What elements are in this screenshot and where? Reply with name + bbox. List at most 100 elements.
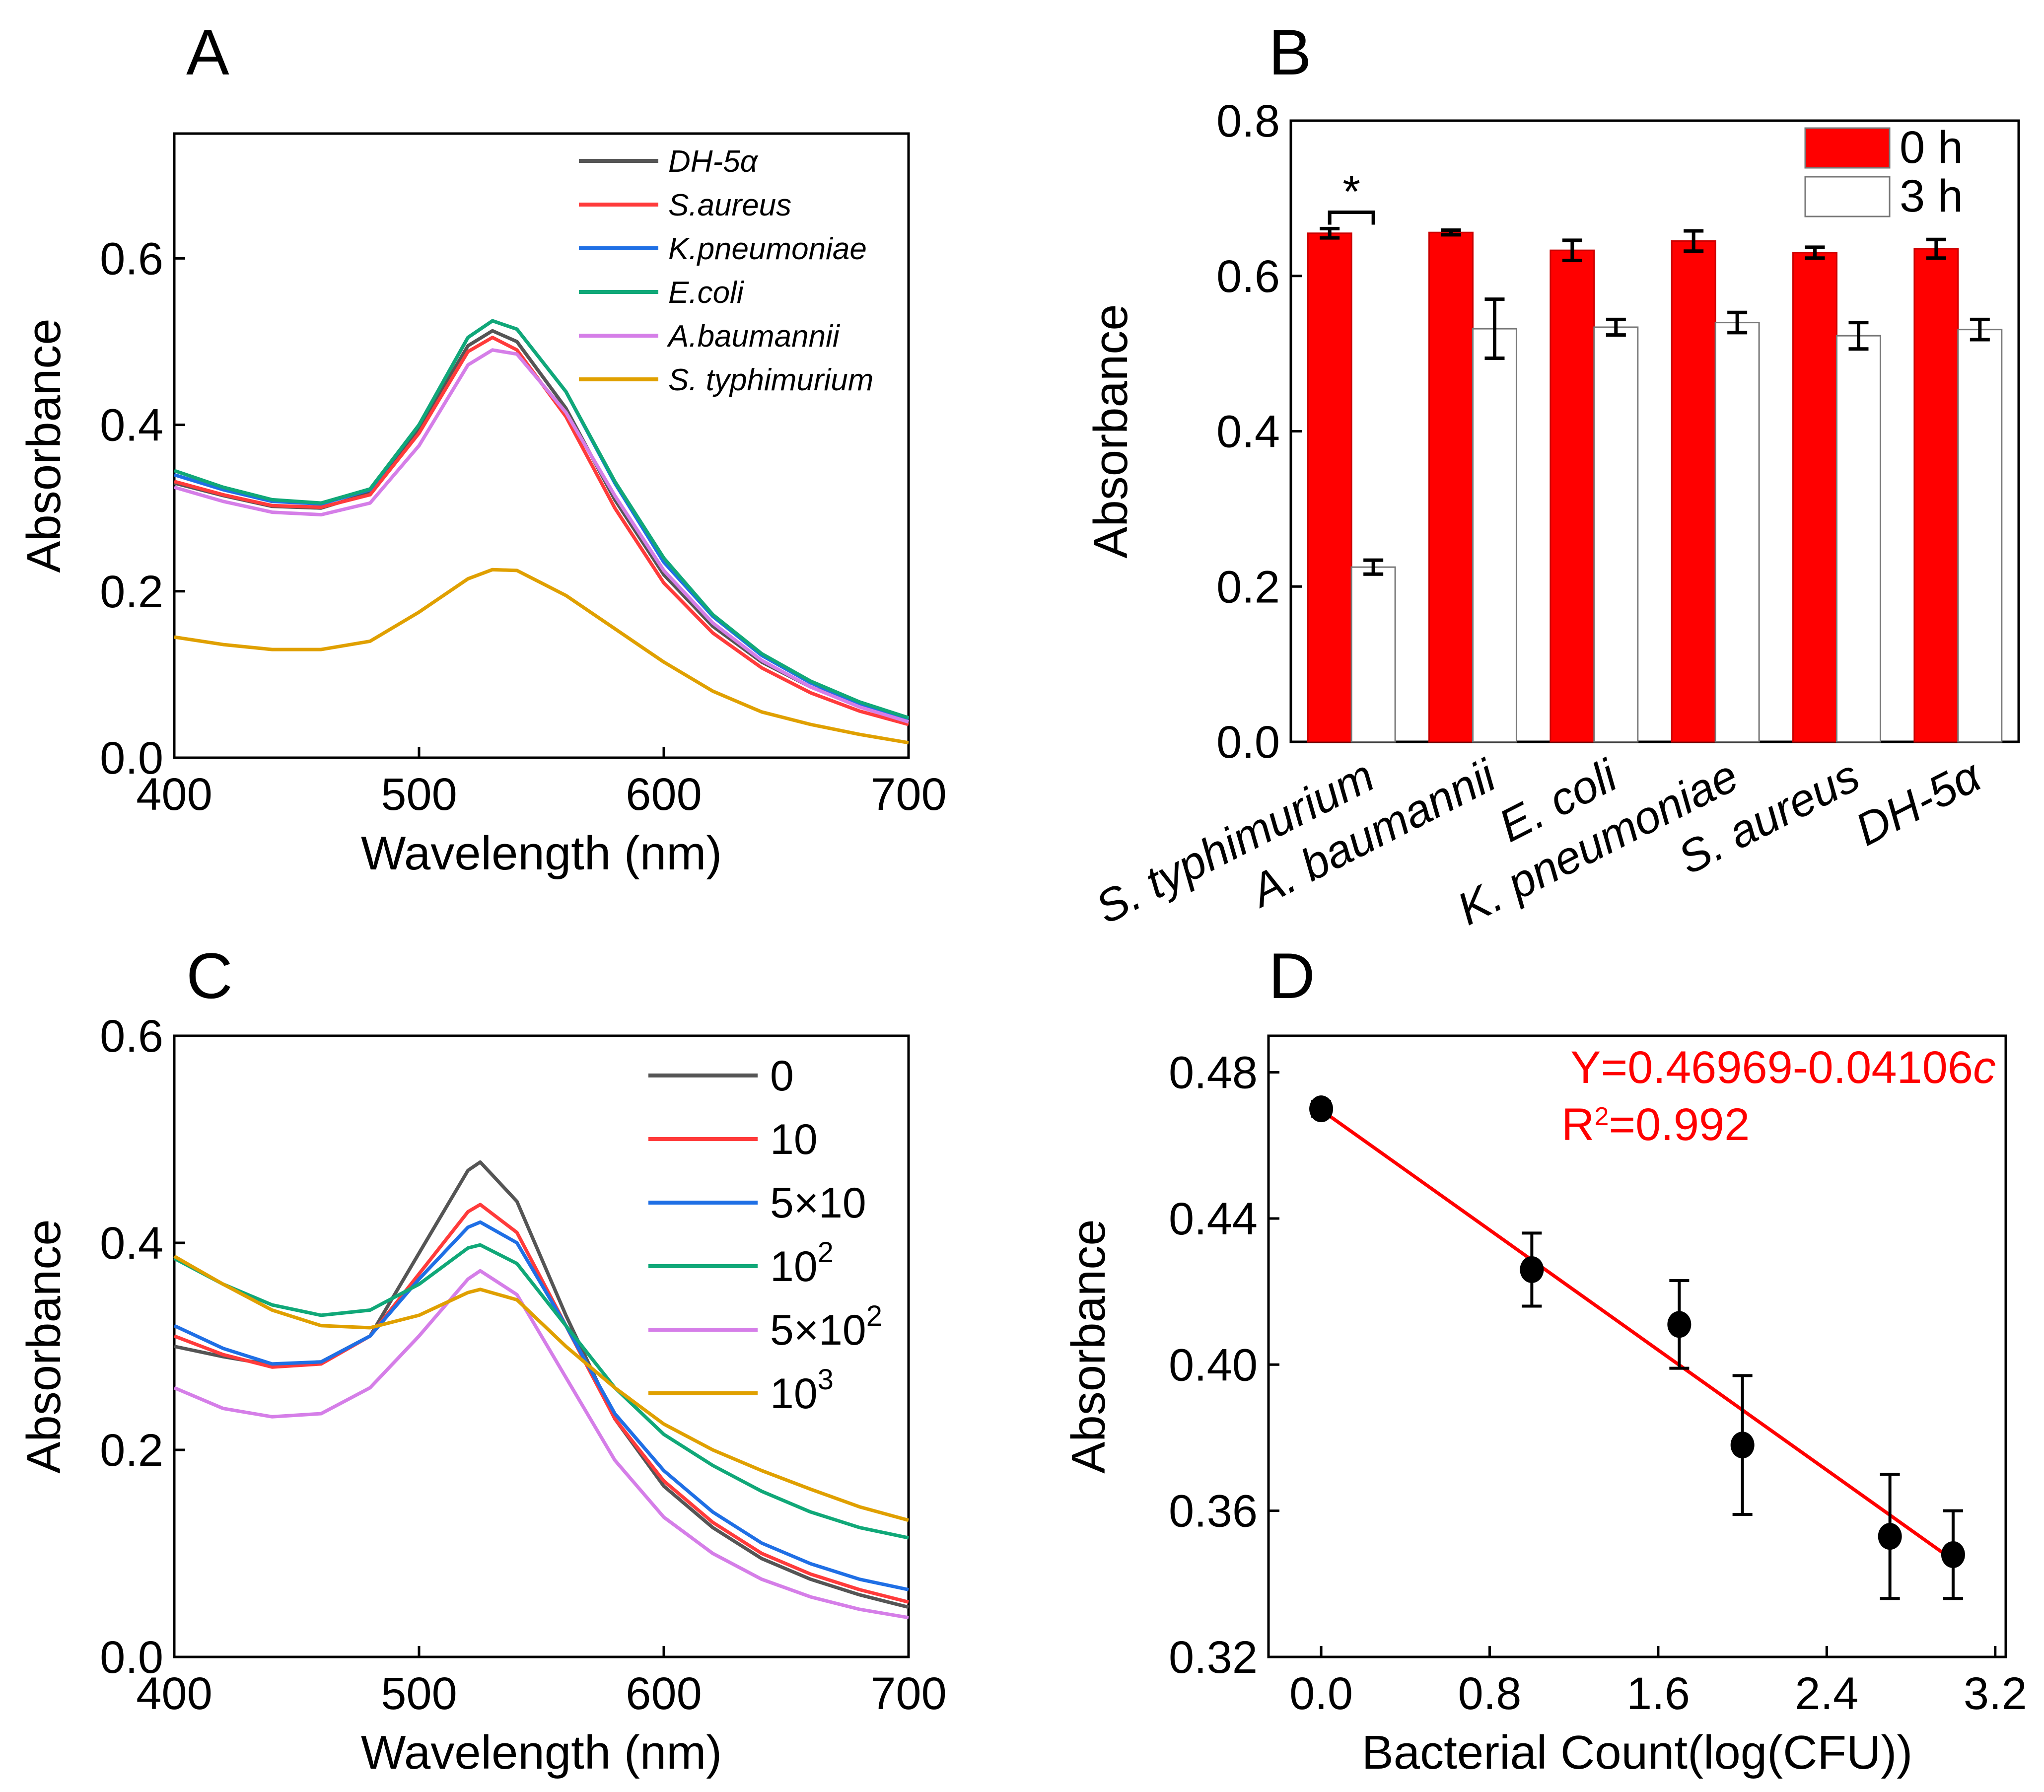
- bar: [1792, 252, 1838, 743]
- legend-label: DH-5α: [668, 144, 759, 179]
- x-axis-title: Wavelength (nm): [361, 827, 722, 880]
- bar: [1714, 322, 1760, 743]
- x-tick-label: 2.4: [1795, 1668, 1858, 1719]
- plot-frame: [1267, 1034, 2007, 1658]
- x-tick-label: 3.2: [1964, 1668, 2027, 1719]
- r-squared: R2=0.992: [1561, 1099, 1750, 1150]
- panel-label: C: [186, 939, 233, 1012]
- legend-label: 3 h: [1900, 171, 1963, 221]
- y-axis-title: Absorbance: [1062, 1219, 1115, 1473]
- y-tick-label: 0.4: [100, 400, 163, 451]
- y-axis-title: Absorbance: [1084, 304, 1137, 558]
- legend-superscript: 2: [818, 1236, 834, 1269]
- plot-frame: [173, 132, 910, 759]
- y-tick-label: 0.6: [1216, 251, 1280, 302]
- y-tick-label: 0.8: [1216, 96, 1280, 146]
- r-squared-sup: 2: [1594, 1102, 1609, 1131]
- x-tick-label: 600: [626, 1668, 702, 1719]
- x-tick-label: 400: [136, 769, 212, 820]
- legend-superscript: 3: [818, 1363, 834, 1396]
- series-line: [173, 1255, 909, 1522]
- series-line: [173, 1269, 909, 1620]
- panel-label: B: [1269, 16, 1312, 88]
- legend-swatch: [1804, 176, 1891, 217]
- data-point: [1309, 1095, 1334, 1123]
- series-line: [174, 336, 909, 726]
- legend-label: K.pneumoniae: [668, 232, 867, 266]
- panel-label: D: [1269, 939, 1315, 1012]
- legend-label: 103: [770, 1363, 834, 1418]
- data-point: [1730, 1432, 1755, 1459]
- data-point: [1941, 1541, 1965, 1568]
- data-point: [1878, 1523, 1902, 1550]
- y-tick-label: 0.4: [100, 1218, 163, 1269]
- y-tick-label: 0.40: [1169, 1340, 1258, 1390]
- panel-label: A: [186, 16, 229, 88]
- y-axis-title: Absorbance: [17, 1219, 70, 1473]
- y-tick-label: 0.44: [1169, 1194, 1258, 1244]
- fit-equation: Y=0.46969-0.04106c: [1570, 1042, 1996, 1093]
- significance-bracket: [1328, 211, 1375, 225]
- data-point: [1520, 1256, 1544, 1283]
- x-tick-label: 1.6: [1626, 1668, 1690, 1719]
- x-axis-title: Wavelength (nm): [361, 1726, 722, 1779]
- series-line: [173, 319, 910, 719]
- bar: [1350, 566, 1396, 743]
- y-tick-label: 0.2: [100, 1425, 163, 1476]
- y-tick-label: 0.4: [1216, 407, 1280, 457]
- y-tick-label: 0.6: [100, 1011, 163, 1062]
- category-label: DH-5α: [1847, 750, 1990, 856]
- y-tick-label: 0.36: [1169, 1486, 1258, 1537]
- series-line: [173, 1220, 909, 1591]
- y-axis-title: Absorbance: [17, 318, 70, 573]
- y-tick-label: 0.0: [100, 1632, 163, 1683]
- y-tick-label: 0.2: [100, 567, 163, 617]
- bar: [1593, 326, 1639, 743]
- legend-label: 0 h: [1900, 122, 1963, 173]
- bar: [1913, 248, 1959, 743]
- bar: [1550, 249, 1595, 743]
- series-line: [174, 568, 909, 745]
- r-squared-value: =0.992: [1609, 1099, 1750, 1150]
- significance-star: *: [1342, 167, 1360, 217]
- legend-label: A.baumannii: [666, 319, 841, 354]
- bar: [1836, 335, 1881, 743]
- y-tick-label: 0.0: [1216, 717, 1280, 768]
- x-tick-label: 400: [136, 1668, 212, 1719]
- legend-superscript: 2: [866, 1300, 882, 1332]
- series-line: [174, 348, 910, 724]
- y-tick-label: 0.6: [100, 233, 163, 284]
- x-tick-label: 500: [381, 769, 457, 820]
- fit-line: [1320, 1108, 1954, 1562]
- x-tick-label: 700: [870, 769, 947, 820]
- legend-label: 5×102: [770, 1300, 882, 1354]
- y-tick-label: 0.48: [1169, 1048, 1258, 1098]
- bar: [1957, 329, 2003, 743]
- y-tick-label: 0.32: [1169, 1632, 1258, 1683]
- x-tick-label: 700: [870, 1668, 947, 1719]
- x-axis-title: Bacterial Count(log(CFU)): [1362, 1726, 1913, 1779]
- x-tick-label: 600: [626, 769, 702, 820]
- panel-c: 0.0 0.2 0.4 0.6 400 500 600 700 Absorbance Wavele…: [17, 939, 947, 1779]
- legend-label: 10: [770, 1116, 818, 1163]
- legend-label: E.coli: [668, 276, 745, 310]
- legend-label: S. typhimurium: [668, 363, 873, 397]
- panel-d: 0.32 0.36 0.40 0.44 0.48 0.0 0.8 1.6 2.4 3.2 Absor…: [1062, 939, 2027, 1779]
- legend-label: 0: [770, 1052, 794, 1100]
- legend-label: 5×10: [770, 1179, 866, 1227]
- legend-label: 102: [770, 1236, 834, 1290]
- legend-swatch: [1804, 127, 1891, 169]
- fit-variable: c: [1973, 1042, 1996, 1093]
- panel-a: 0.0 0.2 0.4 0.6 400 500 600 700 Absorbance Wavele…: [17, 16, 947, 880]
- series-line: [173, 1203, 909, 1604]
- x-tick-label: 0.0: [1289, 1668, 1353, 1719]
- bar: [1428, 231, 1474, 743]
- series-line: [173, 1243, 909, 1540]
- x-tick-label: 500: [381, 1668, 457, 1719]
- bar: [1671, 240, 1716, 743]
- y-tick-label: 0.0: [100, 733, 163, 784]
- legend-label: S.aureus: [668, 188, 791, 222]
- bar: [1472, 328, 1517, 743]
